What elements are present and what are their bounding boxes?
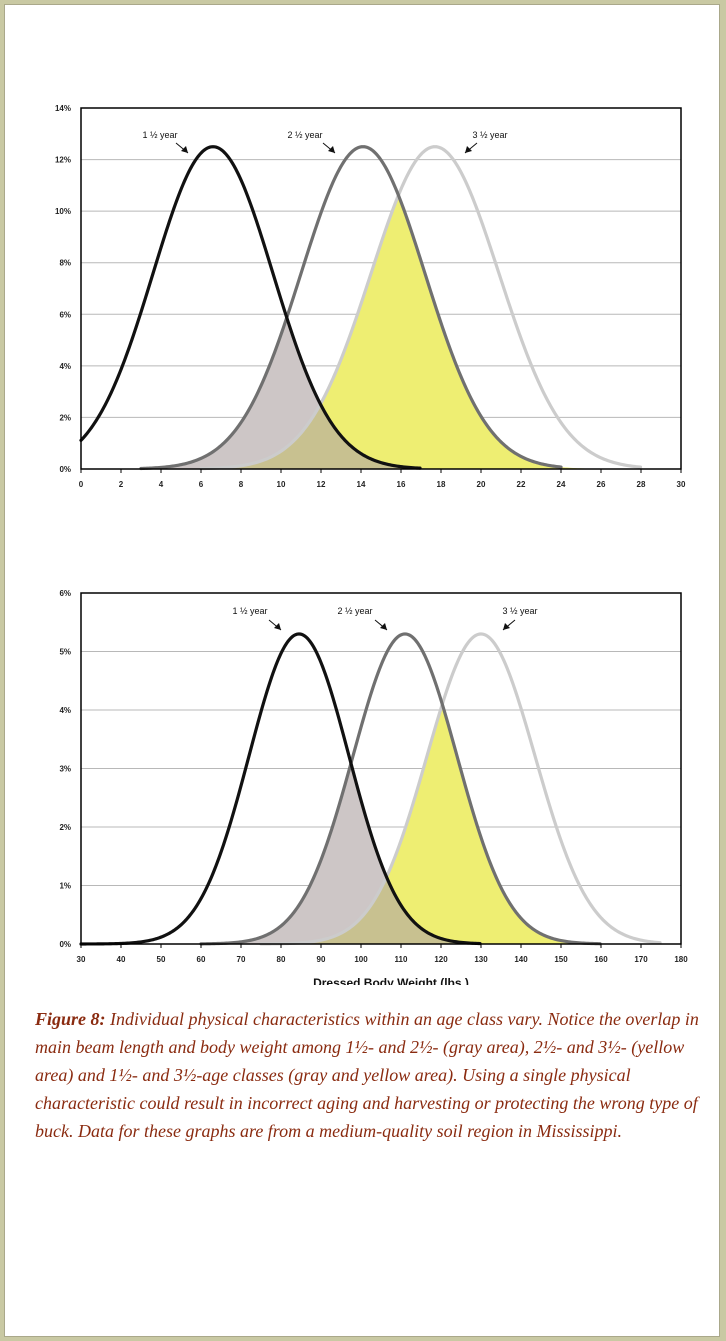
x-tick-label: 22	[517, 480, 526, 489]
figure-caption: Figure 8: Individual physical characteri…	[35, 1005, 705, 1145]
x-tick-label: 6	[199, 480, 204, 489]
x-tick-label: 12	[317, 480, 326, 489]
series-line	[79, 145, 422, 470]
x-tick-label: 180	[674, 955, 688, 964]
plot-border	[80, 592, 682, 945]
main-beam-length-chart: 1 ½ year 2 ½ year 3 ½ year 0% 2% 4% 6% 8% 10% 12%…	[55, 104, 686, 489]
x-tick-label: 90	[317, 955, 326, 964]
series-label: 2 ½ year	[337, 606, 372, 616]
y-tick-label: 0%	[59, 940, 71, 949]
series-line	[199, 145, 643, 471]
plot-border	[80, 107, 682, 470]
arrow-head	[380, 623, 387, 630]
x-tick-label: 14	[357, 480, 366, 489]
x-tick-label: 110	[395, 955, 408, 964]
y-tick-label: 4%	[59, 362, 71, 371]
series-label: 3 ½ year	[472, 130, 507, 140]
y-tick-label: 0%	[59, 465, 71, 474]
series-label: 1 ½ year	[232, 606, 267, 616]
arrow-head	[465, 146, 472, 153]
x-tick-label: 120	[434, 955, 448, 964]
arrow-head	[503, 623, 510, 630]
x-tick-label: 10	[277, 480, 286, 489]
series-line	[79, 632, 482, 946]
x-tick-label: 160	[594, 955, 608, 964]
series-label: 2 ½ year	[287, 130, 322, 140]
x-tick-label: 26	[597, 480, 606, 489]
x-tick-label: 18	[437, 480, 446, 489]
y-tick-label: 6%	[59, 310, 71, 319]
x-tick-label: 100	[354, 955, 368, 964]
figure-panel: 1 ½ year 2 ½ year 3 ½ year 0% 2% 4% 6% 8% 10% 12%…	[4, 4, 720, 1337]
series-line	[139, 145, 563, 471]
x-tick-label: 0	[79, 480, 84, 489]
y-tick-label: 5%	[59, 648, 71, 657]
y-tick-label: 14%	[55, 104, 71, 113]
x-tick-label: 80	[277, 955, 286, 964]
arrow-head	[328, 146, 335, 153]
series-line	[199, 632, 602, 946]
series-label: 3 ½ year	[502, 606, 537, 616]
y-tick-label: 2%	[59, 823, 71, 832]
overlap-area-both	[81, 878, 681, 944]
x-tick-label: 4	[159, 480, 164, 489]
arrow-head	[274, 623, 281, 630]
x-tick-label: 20	[477, 480, 486, 489]
y-tick-label: 12%	[55, 156, 71, 165]
figure-label: Figure 8:	[35, 1009, 106, 1029]
series-label: 1 ½ year	[142, 130, 177, 140]
y-tick-label: 4%	[59, 706, 71, 715]
x-tick-label: 150	[554, 955, 568, 964]
series-line	[259, 632, 662, 946]
y-tick-label: 1%	[59, 882, 71, 891]
x-tick-label: 140	[514, 955, 528, 964]
x-tick-label: 28	[637, 480, 646, 489]
y-tick-label: 10%	[55, 207, 71, 216]
y-tick-label: 2%	[59, 413, 71, 422]
overlap-area-yellow	[81, 196, 681, 469]
body-weight-chart: 1 ½ year 2 ½ year 3 ½ year 0% 1% 2% 3% 4% 5% 6% 30…	[59, 589, 688, 985]
y-tick-label: 6%	[59, 589, 71, 598]
y-tick-label: 8%	[59, 259, 71, 268]
x-tick-label: 30	[77, 955, 86, 964]
y-tick-label: 3%	[59, 765, 71, 774]
x-tick-label: 70	[237, 955, 246, 964]
x-tick-label: 30	[677, 480, 686, 489]
arrow-head	[181, 146, 188, 153]
x-tick-label: 40	[117, 955, 126, 964]
x-axis-title: Dressed Body Weight (lbs.)	[313, 976, 469, 985]
x-tick-label: 170	[634, 955, 648, 964]
x-tick-label: 130	[474, 955, 488, 964]
figure-caption-text: Individual physical characteristics with…	[35, 1009, 699, 1141]
x-tick-label: 8	[239, 480, 244, 489]
x-tick-label: 60	[197, 955, 206, 964]
x-tick-label: 16	[397, 480, 406, 489]
x-tick-label: 50	[157, 955, 166, 964]
x-tick-label: 24	[557, 480, 566, 489]
x-tick-label: 2	[119, 480, 124, 489]
